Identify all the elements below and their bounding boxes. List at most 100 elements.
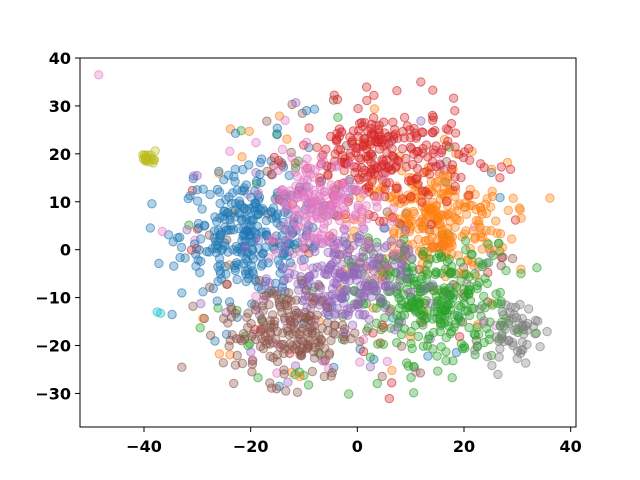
data-point bbox=[437, 310, 447, 321]
data-point bbox=[188, 301, 198, 311]
data-point bbox=[428, 344, 438, 354]
data-point bbox=[521, 358, 531, 368]
data-point bbox=[402, 273, 412, 283]
data-point bbox=[323, 235, 333, 246]
data-point bbox=[340, 309, 351, 319]
data-point bbox=[196, 299, 206, 309]
data-point bbox=[447, 373, 457, 383]
data-point bbox=[199, 313, 210, 324]
data-point bbox=[518, 322, 528, 332]
data-point bbox=[380, 184, 390, 195]
data-point bbox=[379, 117, 389, 127]
data-point bbox=[184, 220, 194, 230]
data-point bbox=[361, 82, 372, 92]
data-point bbox=[308, 299, 318, 309]
data-point bbox=[192, 196, 203, 206]
data-point bbox=[456, 172, 466, 183]
data-point bbox=[247, 359, 258, 369]
data-point bbox=[224, 297, 235, 307]
data-point bbox=[487, 360, 497, 371]
data-point bbox=[450, 128, 461, 138]
data-point bbox=[198, 287, 208, 297]
data-point bbox=[426, 298, 436, 308]
data-point bbox=[487, 186, 497, 197]
data-point bbox=[507, 253, 518, 264]
data-point bbox=[302, 175, 313, 185]
data-point bbox=[351, 275, 362, 285]
data-point bbox=[273, 165, 283, 176]
data-point bbox=[508, 193, 518, 204]
data-point bbox=[360, 165, 370, 175]
data-point bbox=[463, 143, 474, 154]
data-point bbox=[365, 352, 376, 362]
data-point bbox=[499, 336, 509, 347]
data-point bbox=[455, 257, 466, 267]
data-point bbox=[535, 342, 545, 352]
data-point bbox=[246, 347, 256, 357]
data-point bbox=[315, 178, 326, 188]
data-point bbox=[390, 325, 400, 335]
data-point bbox=[304, 188, 314, 198]
data-point bbox=[463, 287, 473, 297]
data-point bbox=[327, 201, 337, 211]
data-point bbox=[337, 194, 347, 204]
data-point bbox=[230, 360, 241, 370]
data-point bbox=[285, 339, 295, 349]
data-point bbox=[294, 246, 305, 257]
data-point bbox=[422, 269, 433, 279]
x-tick-label: 20 bbox=[453, 437, 475, 456]
y-tick-label: 0 bbox=[60, 241, 71, 260]
data-point bbox=[362, 281, 373, 291]
data-point bbox=[191, 249, 201, 259]
data-point bbox=[347, 135, 358, 146]
data-point bbox=[198, 184, 208, 194]
data-point bbox=[212, 296, 223, 306]
data-point bbox=[495, 192, 505, 203]
y-tick-label: 40 bbox=[49, 49, 71, 68]
data-point bbox=[225, 146, 235, 157]
data-point bbox=[253, 373, 263, 383]
y-tick-label: 30 bbox=[49, 97, 71, 116]
data-point bbox=[271, 195, 282, 205]
data-point bbox=[230, 164, 241, 175]
data-point bbox=[413, 331, 424, 342]
data-point bbox=[381, 274, 391, 284]
data-point bbox=[390, 248, 401, 259]
data-point bbox=[342, 304, 352, 314]
data-point bbox=[494, 352, 504, 362]
data-point bbox=[277, 307, 287, 318]
data-point bbox=[420, 186, 430, 196]
data-point bbox=[323, 171, 333, 181]
data-point bbox=[246, 250, 257, 261]
data-point bbox=[408, 266, 418, 276]
data-point bbox=[411, 133, 421, 143]
data-point bbox=[361, 238, 371, 248]
data-point bbox=[398, 126, 408, 137]
data-point bbox=[358, 173, 369, 183]
data-point bbox=[460, 236, 471, 246]
data-point bbox=[280, 115, 290, 126]
data-point bbox=[395, 219, 405, 229]
data-point bbox=[431, 161, 441, 172]
data-point bbox=[332, 135, 342, 145]
data-point bbox=[417, 214, 428, 224]
data-point bbox=[237, 152, 247, 162]
data-point bbox=[209, 226, 220, 236]
data-point bbox=[279, 245, 290, 255]
data-point bbox=[388, 216, 398, 227]
data-point bbox=[334, 124, 345, 134]
data-point bbox=[357, 222, 367, 232]
data-point bbox=[389, 259, 400, 270]
data-point bbox=[463, 306, 473, 316]
data-point bbox=[441, 124, 452, 134]
data-point bbox=[327, 283, 338, 294]
data-point bbox=[353, 103, 363, 114]
data-point bbox=[430, 269, 440, 280]
data-point bbox=[501, 265, 511, 276]
data-point bbox=[402, 358, 412, 368]
data-point bbox=[441, 356, 451, 366]
data-point bbox=[373, 339, 383, 349]
data-point bbox=[426, 162, 436, 172]
data-point bbox=[406, 287, 416, 298]
data-point bbox=[336, 292, 346, 302]
